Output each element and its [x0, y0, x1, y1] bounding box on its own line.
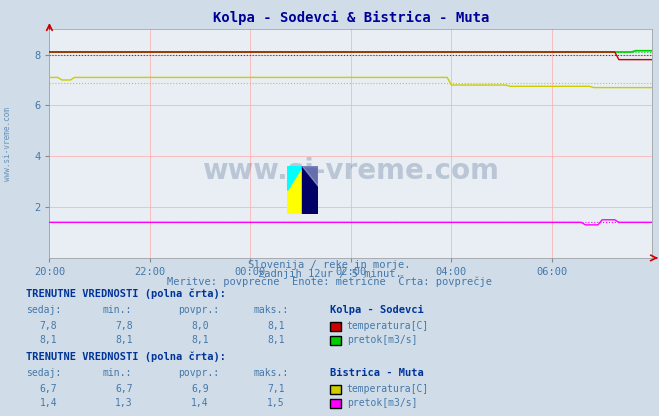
- Text: Kolpa - Sodevci: Kolpa - Sodevci: [330, 305, 423, 315]
- Text: 8,1: 8,1: [40, 335, 57, 345]
- Text: sedaj:: sedaj:: [26, 368, 61, 378]
- Text: 7,1: 7,1: [267, 384, 285, 394]
- Text: TRENUTNE VREDNOSTI (polna črta):: TRENUTNE VREDNOSTI (polna črta):: [26, 289, 226, 300]
- Text: 8,1: 8,1: [115, 335, 133, 345]
- Text: www.si-vreme.com: www.si-vreme.com: [3, 106, 13, 181]
- Text: 1,4: 1,4: [40, 398, 57, 408]
- Polygon shape: [302, 166, 318, 186]
- Text: pretok[m3/s]: pretok[m3/s]: [347, 335, 417, 345]
- Text: 7,8: 7,8: [115, 321, 133, 331]
- Text: 8,0: 8,0: [191, 321, 209, 331]
- Text: 8,1: 8,1: [191, 335, 209, 345]
- Text: Bistrica - Muta: Bistrica - Muta: [330, 368, 423, 378]
- Text: temperatura[C]: temperatura[C]: [347, 321, 429, 331]
- Text: 1,5: 1,5: [267, 398, 285, 408]
- Text: Meritve: povprečne  Enote: metrične  Črta: povprečje: Meritve: povprečne Enote: metrične Črta:…: [167, 275, 492, 287]
- Text: 7,8: 7,8: [40, 321, 57, 331]
- Text: 8,1: 8,1: [267, 335, 285, 345]
- Title: Kolpa - Sodevci & Bistrica - Muta: Kolpa - Sodevci & Bistrica - Muta: [213, 11, 489, 25]
- Text: min.:: min.:: [102, 368, 132, 378]
- Polygon shape: [287, 166, 302, 190]
- Bar: [287, 166, 302, 214]
- Text: TRENUTNE VREDNOSTI (polna črta):: TRENUTNE VREDNOSTI (polna črta):: [26, 352, 226, 362]
- Text: maks.:: maks.:: [254, 368, 289, 378]
- Text: zadnjih 12ur / 5 minut.: zadnjih 12ur / 5 minut.: [258, 269, 401, 279]
- Text: 1,3: 1,3: [115, 398, 133, 408]
- Text: povpr.:: povpr.:: [178, 368, 219, 378]
- Text: sedaj:: sedaj:: [26, 305, 61, 315]
- Text: 6,9: 6,9: [191, 384, 209, 394]
- Text: www.si-vreme.com: www.si-vreme.com: [202, 157, 500, 185]
- Text: pretok[m3/s]: pretok[m3/s]: [347, 398, 417, 408]
- Text: 1,4: 1,4: [191, 398, 209, 408]
- Text: min.:: min.:: [102, 305, 132, 315]
- Text: Slovenija / reke in morje.: Slovenija / reke in morje.: [248, 260, 411, 270]
- Bar: [302, 166, 318, 214]
- Text: temperatura[C]: temperatura[C]: [347, 384, 429, 394]
- Text: maks.:: maks.:: [254, 305, 289, 315]
- Text: 6,7: 6,7: [115, 384, 133, 394]
- Text: 8,1: 8,1: [267, 321, 285, 331]
- Text: povpr.:: povpr.:: [178, 305, 219, 315]
- Text: 6,7: 6,7: [40, 384, 57, 394]
